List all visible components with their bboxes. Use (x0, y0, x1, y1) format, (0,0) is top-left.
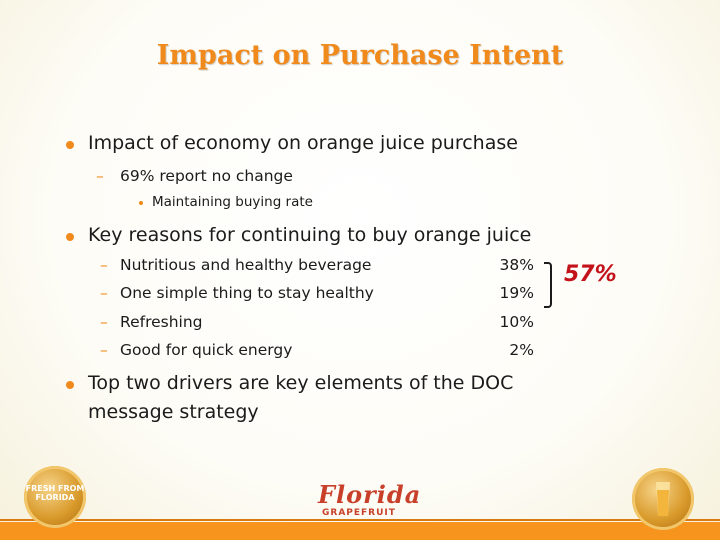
reason-value: 2% (509, 341, 534, 359)
dash-marker: – (96, 167, 104, 185)
bullet-key-reasons: Key reasons for continuing to buy orange… (88, 224, 532, 246)
combined-bracket (544, 262, 552, 308)
reason-label: Good for quick energy (120, 341, 293, 359)
bullet-dot (66, 141, 74, 149)
reason-label: One simple thing to stay healthy (120, 284, 374, 302)
slide-title: Impact on Purchase Intent (156, 40, 564, 71)
reason-label: Nutritious and healthy beverage (120, 256, 372, 274)
footer-bar (0, 522, 720, 540)
dash-marker: – (100, 256, 108, 274)
footer-divider (0, 519, 720, 521)
reason-value: 19% (499, 284, 534, 302)
bullet-top-drivers-line1: Top two drivers are key elements of the … (88, 372, 514, 394)
juice-glass-seal (632, 468, 694, 530)
dash-marker: – (100, 313, 108, 331)
combined-percentage: 57% (564, 262, 617, 287)
fresh-from-florida-seal: FRESH FROM FLORIDA (24, 466, 86, 528)
seal-text: FRESH FROM FLORIDA (25, 484, 85, 502)
reason-label: Refreshing (120, 313, 203, 331)
bullet-dot (66, 233, 74, 241)
bullet-dot-small (139, 201, 143, 205)
reason-value: 10% (499, 313, 534, 331)
florida-logo: Florida (318, 480, 422, 509)
sub-bullet-no-change: 69% report no change (120, 167, 293, 185)
bullet-dot (66, 381, 74, 389)
bullet-economy-impact: Impact of economy on orange juice purcha… (88, 132, 518, 154)
dash-marker: – (100, 284, 108, 302)
reason-value: 38% (499, 256, 534, 274)
florida-logo-subtitle: GRAPEFRUIT (322, 508, 396, 518)
sub-sub-bullet-buying-rate: Maintaining buying rate (152, 194, 313, 210)
bullet-top-drivers-line2: message strategy (88, 401, 259, 423)
dash-marker: – (100, 341, 108, 359)
juice-glass-icon (656, 482, 670, 516)
